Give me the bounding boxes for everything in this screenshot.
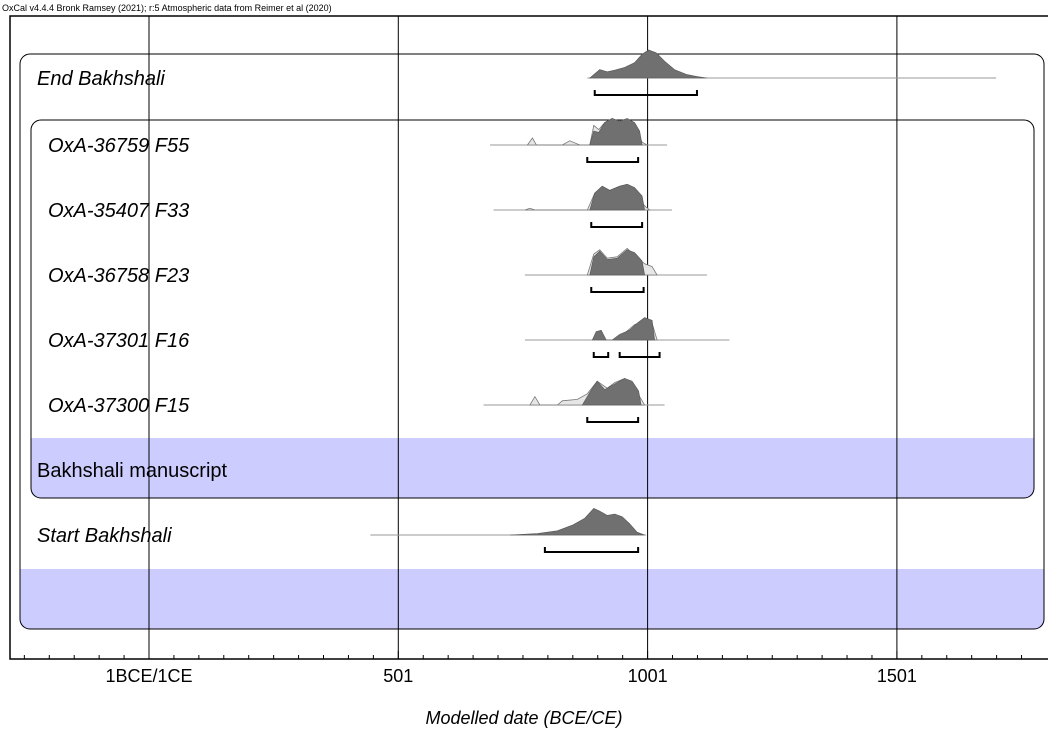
row-oxa-37301-f16: OxA-37301 F16 <box>48 317 730 358</box>
row-oxa-36758-f23: OxA-36758 F23 <box>48 247 707 293</box>
row-start-bakhshali: Start Bakhshali <box>37 508 647 553</box>
posterior-distribution <box>591 317 655 341</box>
x-axis-title: Modelled date (BCE/CE) <box>425 708 623 728</box>
sequence-band-fill <box>20 569 1044 609</box>
sequence-box <box>19 53 1045 630</box>
row-label: End Bakhshali <box>37 68 165 90</box>
hpd-range-bracket <box>593 90 698 96</box>
hpd-range-bracket <box>590 287 645 293</box>
x-tick-label: 1501 <box>877 666 917 686</box>
hpd-range-bracket <box>618 352 661 358</box>
plot-frame <box>9 15 1048 660</box>
phase-box <box>30 119 1035 499</box>
row-oxa-35407-f33: OxA-35407 F33 <box>48 183 673 228</box>
posterior-distribution <box>588 49 707 79</box>
posterior-distribution <box>509 508 645 536</box>
row-label: OxA-35407 F33 <box>48 200 189 222</box>
hpd-range-bracket <box>543 547 640 553</box>
hpd-range-bracket <box>586 417 640 423</box>
row-label: OxA-36758 F23 <box>48 265 189 287</box>
hpd-range-bracket <box>590 222 644 228</box>
posterior-distribution <box>589 249 645 276</box>
posterior-distribution <box>589 118 643 146</box>
x-tick-label: 501 <box>383 666 413 686</box>
posterior-distribution <box>581 378 642 406</box>
row-bakhshali-manuscript: Bakhshali manuscript <box>37 460 228 482</box>
hpd-range-bracket <box>586 157 640 163</box>
row-oxa-37300-f15: OxA-37300 F15 <box>48 377 665 423</box>
row-label: Bakhshali manuscript <box>37 460 228 482</box>
posterior-distribution <box>589 183 645 211</box>
row-label: OxA-36759 F55 <box>48 135 190 157</box>
row-label: OxA-37301 F16 <box>48 330 190 352</box>
x-tick-label: 1BCE/1CE <box>105 666 192 686</box>
row-label: Start Bakhshali <box>37 525 172 547</box>
x-tick-label: 1001 <box>628 666 668 686</box>
hpd-range-bracket <box>592 352 610 358</box>
phase-band-fill <box>31 438 1034 478</box>
oxcal-header: OxCal v4.4.4 Bronk Ramsey (2021); r:5 At… <box>2 3 332 13</box>
row-oxa-36759-f55: OxA-36759 F55 <box>48 117 668 163</box>
row-end-bakhshali: End Bakhshali <box>37 49 997 96</box>
row-label: OxA-37300 F15 <box>48 395 190 417</box>
